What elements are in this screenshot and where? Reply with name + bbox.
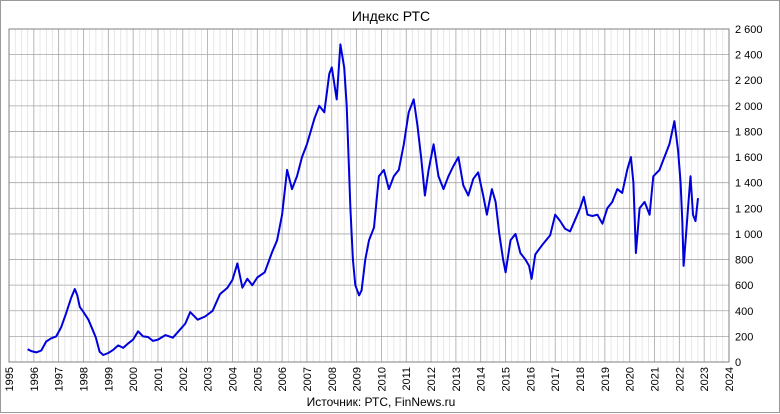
x-tick-label: 2001	[153, 367, 165, 391]
x-tick-label: 2022	[674, 367, 686, 391]
x-tick-label: 2024	[724, 367, 736, 391]
y-tick-label: 1 600	[735, 152, 763, 164]
grid-layer	[8, 28, 730, 363]
x-tick-label: 2023	[699, 367, 711, 391]
x-tick-label: 2008	[327, 367, 339, 391]
source-note: Источник: РТС, FinNews.ru	[307, 395, 456, 409]
y-tick-label: 200	[735, 331, 753, 343]
x-axis-ticks: 1995 1996 1997 1998 1999 2000 2001 2002 2003 2004…	[4, 367, 736, 391]
x-tick-label: 2013	[451, 367, 463, 391]
y-tick-label: 2 000	[735, 101, 763, 113]
y-tick-label: 1 200	[735, 203, 763, 215]
x-tick-label: 1995	[4, 367, 16, 391]
x-tick-label: 2021	[650, 367, 662, 391]
x-tick-label: 2007	[302, 367, 314, 391]
y-tick-label: 1 000	[735, 229, 763, 241]
y-tick-label: 800	[735, 255, 753, 267]
x-tick-label: 2002	[178, 367, 190, 391]
y-tick-label: 2 400	[735, 50, 763, 62]
x-tick-label: 2004	[227, 367, 239, 391]
y-tick-label: 2 600	[735, 24, 763, 36]
x-tick-label: 2020	[625, 367, 637, 391]
y-tick-label: 0	[735, 357, 741, 369]
x-tick-label: 2000	[128, 367, 140, 391]
x-tick-label: 2018	[575, 367, 587, 391]
x-tick-label: 2017	[550, 367, 562, 391]
x-tick-label: 1996	[29, 367, 41, 391]
x-tick-label: 2011	[401, 367, 413, 391]
x-tick-label: 1997	[54, 367, 66, 391]
y-tick-label: 600	[735, 280, 753, 292]
plot-area	[8, 28, 730, 363]
x-tick-label: 1999	[103, 367, 115, 391]
y-tick-label: 2 200	[735, 75, 763, 87]
y-tick-label: 1 800	[735, 126, 763, 138]
x-tick-label: 2015	[501, 367, 513, 391]
x-tick-label: 2005	[252, 367, 264, 391]
x-tick-label: 2006	[277, 367, 289, 391]
x-tick-label: 2003	[203, 367, 215, 391]
x-tick-label: 2019	[600, 367, 612, 391]
x-tick-label: 2009	[352, 367, 364, 391]
x-tick-label: 2010	[376, 367, 388, 391]
y-tick-label: 400	[735, 306, 753, 318]
series-line-rts-index	[27, 43, 699, 356]
x-tick-label: 2016	[525, 367, 537, 391]
y-tick-label: 1 400	[735, 178, 763, 190]
y-axis-ticks: 0 200 400 600 800 1 000 1 200 1 400 1 600 1 800 2 …	[735, 24, 763, 369]
chart-title: Индекс РТС	[352, 8, 430, 24]
x-tick-label: 2012	[426, 367, 438, 391]
x-tick-label: 1998	[78, 367, 90, 391]
x-tick-label: 2014	[476, 367, 488, 391]
